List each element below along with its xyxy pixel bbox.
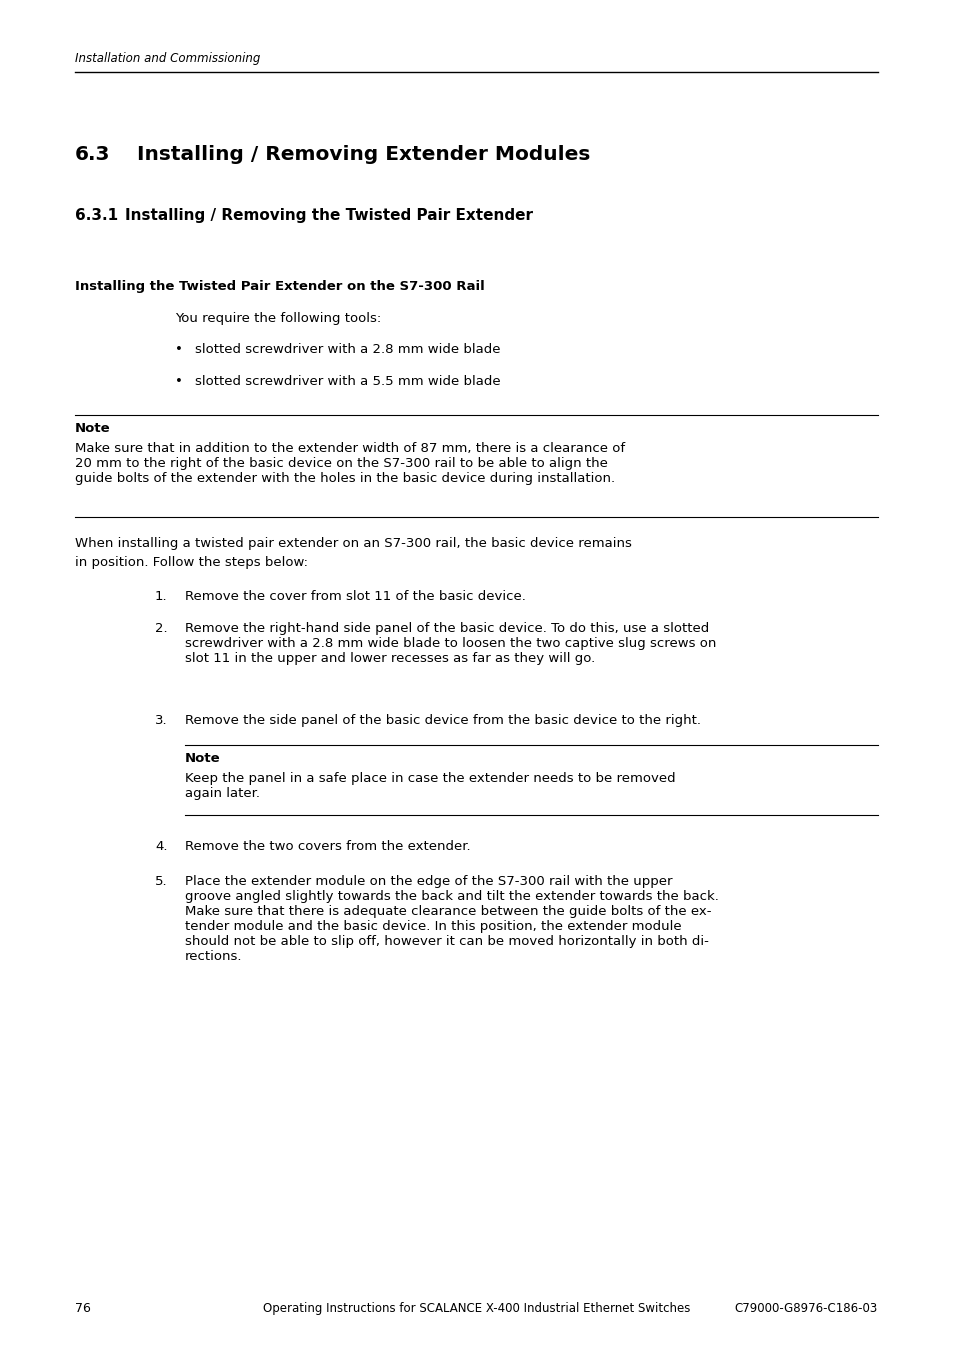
Text: Remove the right-hand side panel of the basic device. To do this, use a slotted
: Remove the right-hand side panel of the … — [185, 621, 716, 665]
Text: Place the extender module on the edge of the S7-300 rail with the upper
groove a: Place the extender module on the edge of… — [185, 875, 719, 963]
Text: •: • — [174, 376, 183, 388]
Text: Keep the panel in a safe place in case the extender needs to be removed
again la: Keep the panel in a safe place in case t… — [185, 771, 675, 800]
Text: Installing / Removing Extender Modules: Installing / Removing Extender Modules — [137, 145, 590, 163]
Text: •: • — [174, 343, 183, 357]
Text: Note: Note — [75, 422, 111, 435]
Text: Make sure that in addition to the extender width of 87 mm, there is a clearance : Make sure that in addition to the extend… — [75, 442, 624, 485]
Text: You require the following tools:: You require the following tools: — [174, 312, 381, 326]
Text: Installing / Removing the Twisted Pair Extender: Installing / Removing the Twisted Pair E… — [125, 208, 533, 223]
Text: 3.: 3. — [154, 713, 168, 727]
Text: Note: Note — [185, 753, 220, 765]
Text: 76: 76 — [75, 1302, 91, 1315]
Text: slotted screwdriver with a 5.5 mm wide blade: slotted screwdriver with a 5.5 mm wide b… — [194, 376, 500, 388]
Text: 4.: 4. — [154, 840, 168, 852]
Text: 5.: 5. — [154, 875, 168, 888]
Text: slotted screwdriver with a 2.8 mm wide blade: slotted screwdriver with a 2.8 mm wide b… — [194, 343, 500, 357]
Text: C79000-G8976-C186-03: C79000-G8976-C186-03 — [734, 1302, 877, 1315]
Text: Operating Instructions for SCALANCE X-400 Industrial Ethernet Switches: Operating Instructions for SCALANCE X-40… — [263, 1302, 690, 1315]
Text: Remove the side panel of the basic device from the basic device to the right.: Remove the side panel of the basic devic… — [185, 713, 700, 727]
Text: Installation and Commissioning: Installation and Commissioning — [75, 51, 260, 65]
Text: 1.: 1. — [154, 590, 168, 603]
Text: 2.: 2. — [154, 621, 168, 635]
Text: 6.3: 6.3 — [75, 145, 111, 163]
Text: Remove the cover from slot 11 of the basic device.: Remove the cover from slot 11 of the bas… — [185, 590, 525, 603]
Text: Installing the Twisted Pair Extender on the S7-300 Rail: Installing the Twisted Pair Extender on … — [75, 280, 484, 293]
Text: 6.3.1: 6.3.1 — [75, 208, 118, 223]
Text: When installing a twisted pair extender on an S7-300 rail, the basic device rema: When installing a twisted pair extender … — [75, 536, 631, 550]
Text: Remove the two covers from the extender.: Remove the two covers from the extender. — [185, 840, 470, 852]
Text: in position. Follow the steps below:: in position. Follow the steps below: — [75, 557, 308, 569]
